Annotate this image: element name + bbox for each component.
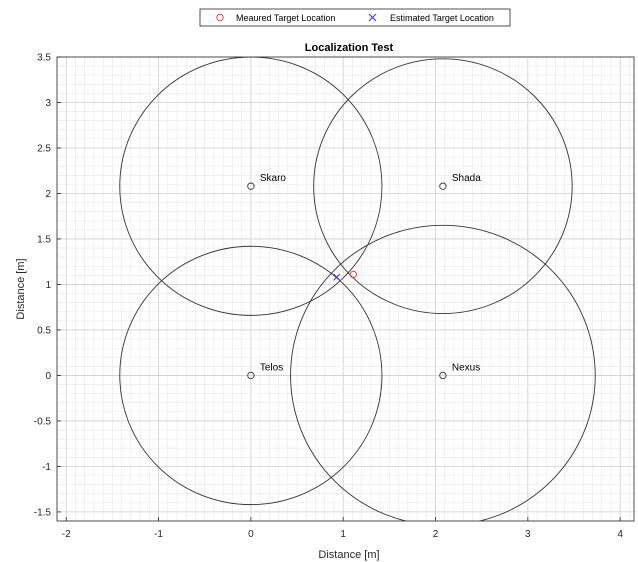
y-tick-label: 1 (45, 280, 51, 291)
x-tick-label: 1 (340, 529, 346, 540)
range-circles (119, 57, 596, 521)
x-tick-label: 4 (617, 529, 623, 540)
anchor-marker-shada (439, 182, 447, 190)
legend-estimated-label: Estimated Target Location (390, 13, 494, 23)
anchor-marker-nexus (439, 371, 447, 380)
y-tick-label: -1 (42, 462, 51, 473)
target-points (333, 270, 358, 281)
anchor-label-shada: Shada (452, 173, 481, 184)
y-tick-label: 1.5 (37, 234, 51, 245)
range-circle-shada (313, 58, 573, 315)
estimated-target-point (333, 273, 341, 281)
y-tick-label: -1.5 (34, 507, 52, 518)
anchors: Skaro Shada Telos Nexus (247, 173, 481, 380)
y-tick-label: 3 (45, 98, 51, 109)
y-tick-label: 3.5 (37, 53, 51, 64)
x-tick-label: -2 (62, 529, 71, 540)
y-tick-label: 0 (45, 371, 51, 382)
legend-measured-label: Meaured Target Location (236, 13, 335, 23)
measured-target-point (349, 270, 358, 279)
legend-box (199, 8, 511, 27)
range-circle-telos (119, 245, 383, 506)
anchor-marker-skaro (247, 182, 255, 190)
x-axis-label: Distance [m] (318, 549, 379, 561)
grid (56, 56, 634, 522)
y-tick-label: 2 (45, 189, 51, 200)
legend: Meaured Target Location Estimated Target… (199, 8, 511, 27)
chart-title: Localization Test (305, 42, 394, 54)
anchor-marker-telos (247, 371, 255, 380)
legend-measured-marker (216, 13, 224, 22)
y-tick-label: 2.5 (37, 143, 51, 154)
anchor-label-nexus: Nexus (452, 362, 480, 373)
y-axis-label: Distance [m] (15, 258, 27, 319)
axes-frame (56, 56, 635, 522)
y-tick-label: -0.5 (34, 416, 52, 427)
x-tick-label: -1 (154, 529, 163, 540)
axis-ticks: -2 -1 0 1 2 3 4 -1.5 -1 -0.5 0 0.5 1 1.5 2 2.5 3 3.5 (34, 53, 624, 541)
range-circle-skaro (119, 57, 383, 316)
x-tick-label: 2 (433, 529, 439, 540)
range-circle-nexus (290, 224, 596, 521)
y-tick-label: 0.5 (37, 325, 51, 336)
legend-estimated-marker (368, 13, 377, 22)
anchor-label-telos: Telos (260, 362, 283, 373)
x-tick-label: 0 (248, 529, 254, 540)
x-tick-label: 3 (525, 529, 531, 540)
anchor-label-skaro: Skaro (260, 173, 287, 184)
